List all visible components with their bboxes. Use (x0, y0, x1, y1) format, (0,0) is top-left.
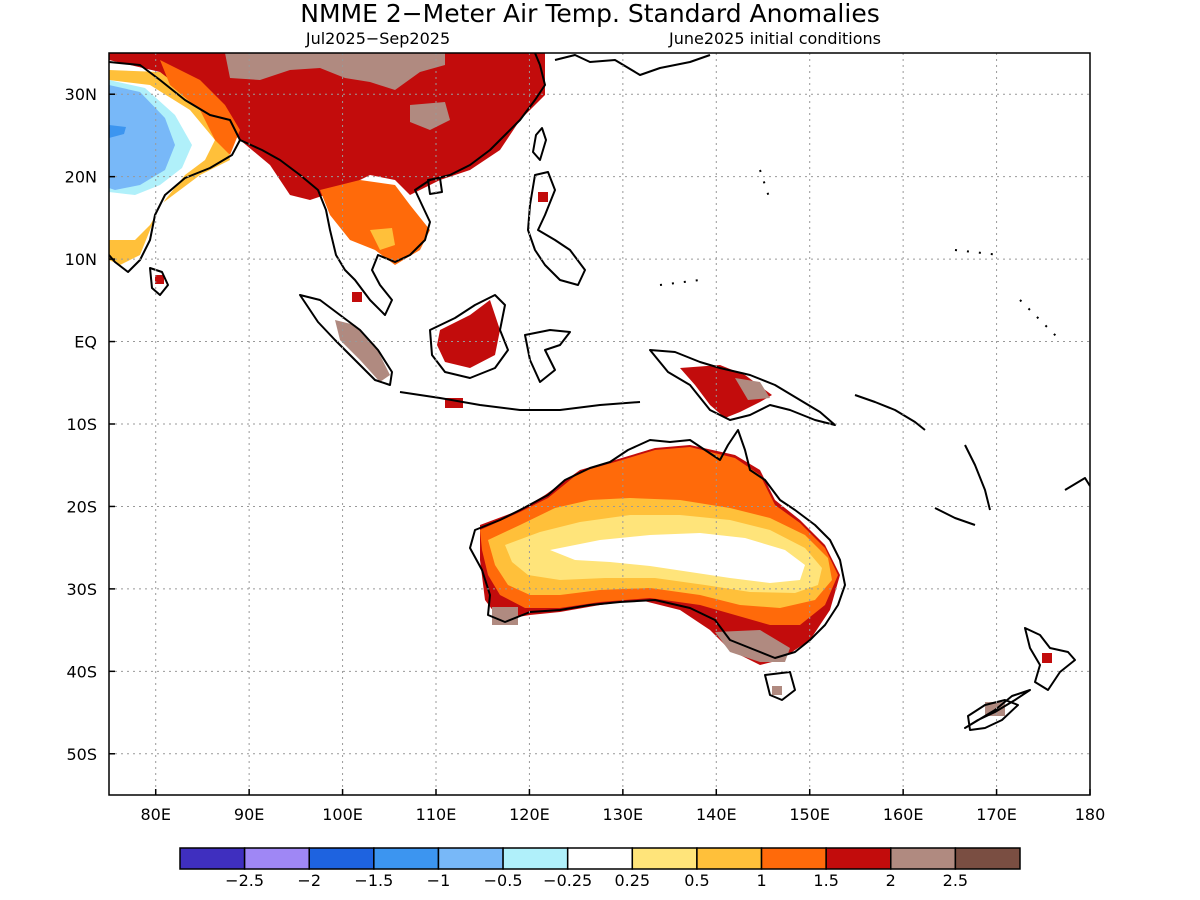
colorbar-swatch (502, 847, 569, 870)
colorbar-swatch (243, 847, 310, 870)
colorbar-label: −1 (427, 871, 451, 890)
coast-korea-japan (554, 54, 711, 76)
lat-tick-label: 30N (65, 85, 97, 104)
coast-new-caledonia (934, 507, 976, 526)
lon-tick-label: 140E (696, 805, 737, 824)
colorbar-swatch (890, 847, 957, 870)
lon-tick-label: 90E (234, 805, 264, 824)
coast-taiwan (532, 127, 547, 161)
lon-tick-label: 150E (789, 805, 830, 824)
lat-tick-label: 20S (66, 497, 97, 516)
coast-java-lesser-sunda (399, 391, 641, 411)
lon-tick-label: 170E (976, 805, 1017, 824)
map-subtitle-initial-conditions: June2025 initial conditions (668, 29, 881, 48)
colorbar: −2.5 −2 −1.5 −1 −0.5 −0.25 0.25 0.5 1 1.5 2 2.5 (179, 847, 1021, 890)
philippines-warm-patch (538, 192, 548, 202)
coast-india (109, 61, 241, 273)
longitude-tick-labels: 80E 90E 100E 110E 120E 130E 140E 150E 160E 170E 18… (140, 789, 1105, 824)
coast-solomon-islands (854, 394, 926, 431)
java-warm-patch (445, 398, 463, 408)
colorbar-swatch (437, 847, 504, 870)
new-zealand-warm-patch (1042, 653, 1052, 663)
colorbar-label: 1.5 (813, 871, 838, 890)
coast-philippines (527, 171, 586, 286)
lon-tick-label: 120E (509, 805, 550, 824)
coast-vanuatu-fiji (964, 444, 1090, 511)
map-area (109, 53, 1090, 795)
lon-tick-label: 180 (1075, 805, 1106, 824)
indochina-warm-anomaly (320, 180, 430, 265)
china-very-warm-patch (410, 102, 450, 130)
lat-tick-label: 10N (65, 250, 97, 269)
coast-borneo (429, 294, 509, 379)
colorbar-label: −2.5 (225, 871, 264, 890)
colorbar-swatch (308, 847, 375, 870)
coastlines-layer (109, 53, 1090, 731)
map-subtitle-period: Jul2025−Sep2025 (305, 29, 450, 48)
lon-tick-label: 130E (603, 805, 644, 824)
colorbar-label: −1.5 (354, 871, 393, 890)
lat-tick-label: 50S (66, 745, 97, 764)
lat-tick-label: 40S (66, 662, 97, 681)
india-cooler-anomaly (109, 85, 175, 190)
southeast-australia-very-warm (715, 630, 790, 662)
india-coolest-spot (109, 125, 126, 138)
colorbar-label: 0.25 (614, 871, 650, 890)
anomaly-shading-layer (109, 53, 1052, 716)
tasmania-very-warm (772, 686, 782, 695)
lat-tick-label: 20N (65, 168, 97, 187)
lat-tick-label: EQ (74, 333, 97, 352)
colorbar-label: 2 (886, 871, 896, 890)
colorbar-label: 1 (756, 871, 766, 890)
coast-mainland-asia (239, 53, 546, 316)
tibet-border-warm (160, 60, 240, 155)
sri-lanka-warm-patch (155, 275, 164, 284)
colorbar-swatch (631, 847, 698, 870)
new-guinea-very-warm-patch (735, 378, 770, 400)
coast-new-zealand-south (964, 689, 1031, 731)
latitude-tick-labels: 30N 20N 10N EQ 10S 20S 30S 40S 50S (65, 85, 115, 764)
colorbar-swatch (566, 847, 634, 870)
colorbar-label: 0.5 (684, 871, 709, 890)
colorbar-swatch (373, 847, 440, 870)
coast-hainan (427, 177, 443, 195)
colorbar-label: −2 (297, 871, 321, 890)
sumatra-warm-patch (352, 292, 362, 302)
colorbar-swatch (179, 847, 246, 870)
sumatra-very-warm-anomaly (335, 320, 390, 382)
map-title: NMME 2−Meter Air Temp. Standard Anomalie… (300, 0, 879, 28)
coast-new-zealand-north (1024, 627, 1076, 691)
colorbar-label: −0.5 (484, 871, 523, 890)
new-guinea-warm-anomaly (680, 365, 772, 418)
coast-australia (469, 429, 846, 659)
colorbar-label: −0.25 (543, 871, 592, 890)
coast-tasmania (764, 671, 796, 701)
lon-tick-label: 160E (883, 805, 924, 824)
tibet-very-warm-anomaly (225, 53, 445, 90)
lon-tick-label: 80E (140, 805, 170, 824)
southwest-australia-very-warm (492, 607, 518, 625)
colorbar-swatch (696, 847, 763, 870)
coast-sumatra (299, 294, 393, 386)
lat-tick-label: 30S (66, 580, 97, 599)
coast-sri-lanka (149, 267, 169, 296)
coast-sulawesi (524, 329, 571, 383)
lat-tick-label: 10S (66, 415, 97, 434)
australia-neutral-core (550, 533, 805, 583)
map-gridlines (109, 53, 1090, 795)
colorbar-label: 2.5 (943, 871, 968, 890)
borneo-warm-anomaly (437, 300, 500, 368)
colorbar-swatch (954, 847, 1021, 870)
lon-tick-label: 110E (416, 805, 457, 824)
colorbar-swatch (760, 847, 827, 870)
indochina-moderate-warm (370, 228, 395, 250)
lon-tick-label: 100E (322, 805, 363, 824)
colorbar-swatch (825, 847, 892, 870)
